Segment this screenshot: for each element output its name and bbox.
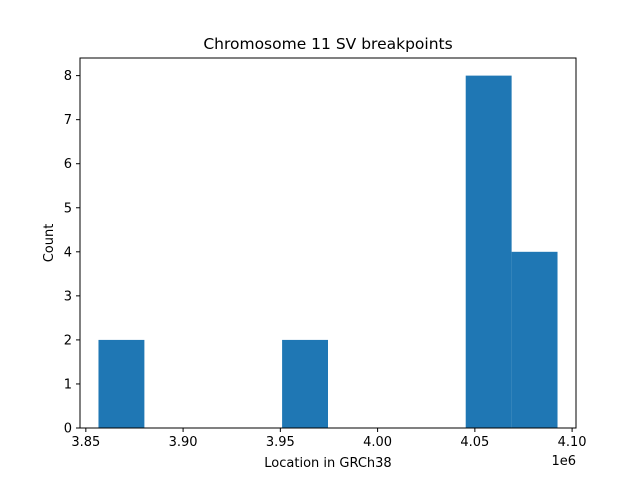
y-tick-label: 3 (64, 289, 72, 304)
y-tick-label: 7 (64, 113, 72, 128)
x-tick-label: 3.95 (266, 435, 295, 450)
histogram-bar (98, 339, 145, 428)
x-tick-label: 3.90 (169, 435, 198, 450)
histogram-bar (465, 75, 512, 428)
y-tick-label: 1 (64, 377, 72, 392)
x-tick-label: 4.00 (363, 435, 392, 450)
y-tick-label: 6 (64, 157, 72, 172)
x-tick-label: 4.10 (558, 435, 587, 450)
y-tick-label: 2 (64, 333, 72, 348)
x-axis-ticks: 3.85 3.90 3.95 4.00 4.05 4.10 (71, 428, 587, 450)
x-axis-label: Location in GRCh38 (264, 456, 391, 471)
y-tick-label: 0 (64, 422, 72, 437)
x-tick-label: 4.05 (460, 435, 489, 450)
y-tick-label: 8 (64, 69, 72, 84)
y-axis-label: Count (42, 224, 57, 263)
y-tick-label: 5 (64, 201, 72, 216)
chart-title: Chromosome 11 SV breakpoints (203, 35, 452, 53)
histogram-bar (511, 251, 558, 428)
y-tick-label: 4 (64, 245, 72, 260)
bars-group (98, 75, 558, 428)
y-axis-ticks: 0 1 2 3 4 5 6 7 8 (64, 69, 80, 437)
x-axis-offset-label: 1e6 (551, 454, 576, 469)
histogram-bar (282, 339, 328, 428)
plot-frame (79, 57, 577, 429)
x-tick-label: 3.85 (71, 435, 100, 450)
